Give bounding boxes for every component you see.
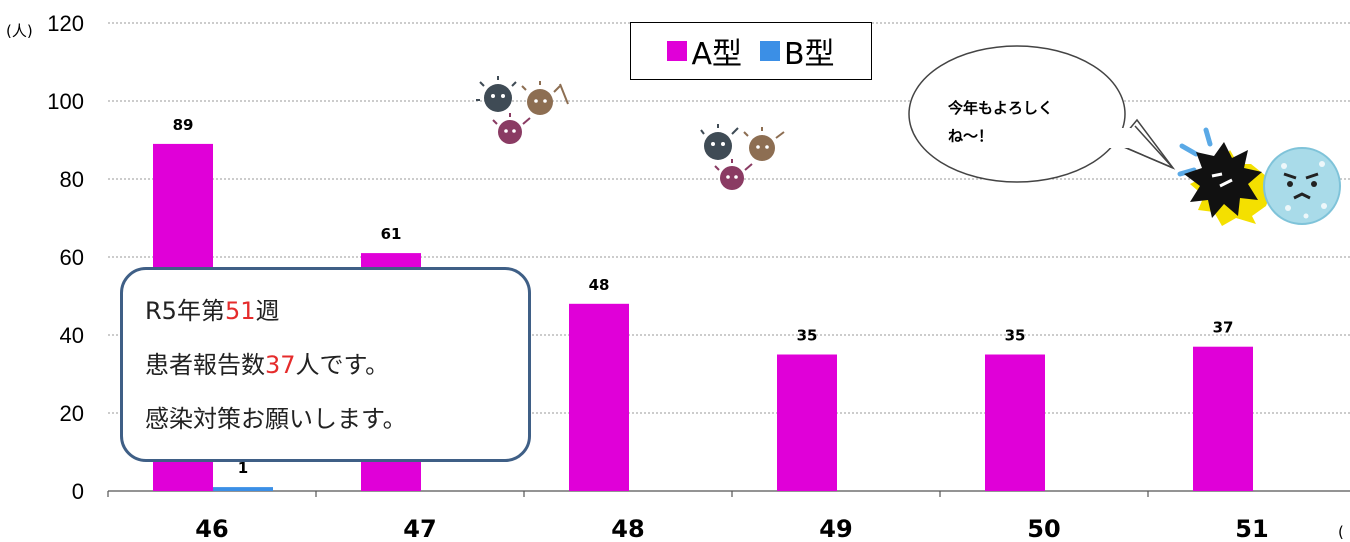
virus-icon: [521, 81, 569, 115]
legend-swatch-a: [667, 41, 688, 61]
data-label: 35: [1005, 327, 1026, 345]
y-tick-labels: 0 20 40 60 80 100 120: [47, 11, 84, 504]
y-axis-unit: (人): [6, 22, 33, 40]
axes: [107, 490, 1350, 497]
legend-label-a: A型: [691, 37, 742, 72]
y-tick-label: 120: [47, 11, 84, 36]
speech-line-2: ね～！: [948, 127, 994, 145]
data-label: 89: [173, 116, 194, 134]
callout-week-prefix: R5年第: [145, 297, 225, 325]
x-tick-label: 48: [611, 515, 644, 542]
callout-week-number: 51: [224, 297, 256, 325]
bar-a: [777, 354, 837, 491]
x-axis-unit: (: [1338, 523, 1344, 541]
legend-item-a: A型: [667, 29, 742, 73]
x-tick-labels: 46 47 48 49 50 51: [195, 515, 1268, 542]
legend-label-b: B型: [783, 37, 835, 72]
impact-lines-icon: [1177, 127, 1213, 177]
virus-icon: [476, 76, 517, 112]
bar-a: [1193, 346, 1253, 491]
bar-a: [569, 303, 629, 491]
y-tick-label: 60: [60, 245, 84, 270]
legend-item-b: B型: [759, 29, 835, 73]
y-tick-label: 40: [60, 323, 84, 348]
data-label: 48: [589, 276, 610, 294]
legend-swatch-b: [759, 41, 780, 61]
virus-group-icon: [476, 76, 569, 144]
data-label: 1: [238, 459, 248, 477]
data-label: 35: [797, 327, 818, 345]
callout-count-suffix: 人です。: [295, 351, 390, 379]
x-tick-label: 49: [819, 515, 852, 542]
vaccine-fighting-virus-icon: [1177, 127, 1341, 226]
data-labels: 89 61 48 35 35 37 1: [173, 116, 1234, 477]
speech-bubble-text: 今年もよろしく ね～！: [948, 94, 1108, 150]
y-tick-label: 100: [47, 89, 84, 114]
virus-icon: [743, 127, 785, 161]
callout-count-line: 患者報告数37人です。: [145, 338, 528, 392]
virus-group-icon: [700, 124, 785, 190]
speech-line-1: 今年もよろしく: [948, 99, 1054, 117]
status-callout: R5年第51週 患者報告数37人です。 感染対策お願いします。: [120, 267, 531, 462]
speech-bubble: [908, 45, 1176, 183]
x-tick-label: 51: [1235, 515, 1268, 542]
data-label: 37: [1213, 319, 1234, 337]
virus-icon: [714, 159, 753, 190]
black-virus-icon: [1184, 142, 1262, 218]
callout-week-suffix: 週: [255, 297, 280, 325]
chart-legend: A型 B型: [630, 22, 872, 80]
virus-icon: [700, 124, 739, 160]
x-tick-label: 50: [1027, 515, 1060, 542]
y-tick-label: 80: [60, 167, 84, 192]
callout-request-line: 感染対策お願いします。: [145, 405, 407, 433]
y-tick-label: 20: [60, 401, 84, 426]
callout-count-number: 37: [265, 351, 296, 379]
bar-a: [985, 354, 1045, 491]
data-label: 61: [381, 225, 402, 243]
x-tick-label: 47: [403, 515, 436, 542]
y-tick-label: 0: [72, 479, 84, 504]
callout-week-line: R5年第51週: [145, 284, 528, 338]
callout-count-prefix: 患者報告数: [145, 351, 265, 379]
x-tick-label: 46: [195, 515, 228, 542]
vaccine-ball-icon: [1263, 147, 1341, 225]
bar-b: [213, 487, 273, 491]
virus-icon: [492, 113, 531, 144]
